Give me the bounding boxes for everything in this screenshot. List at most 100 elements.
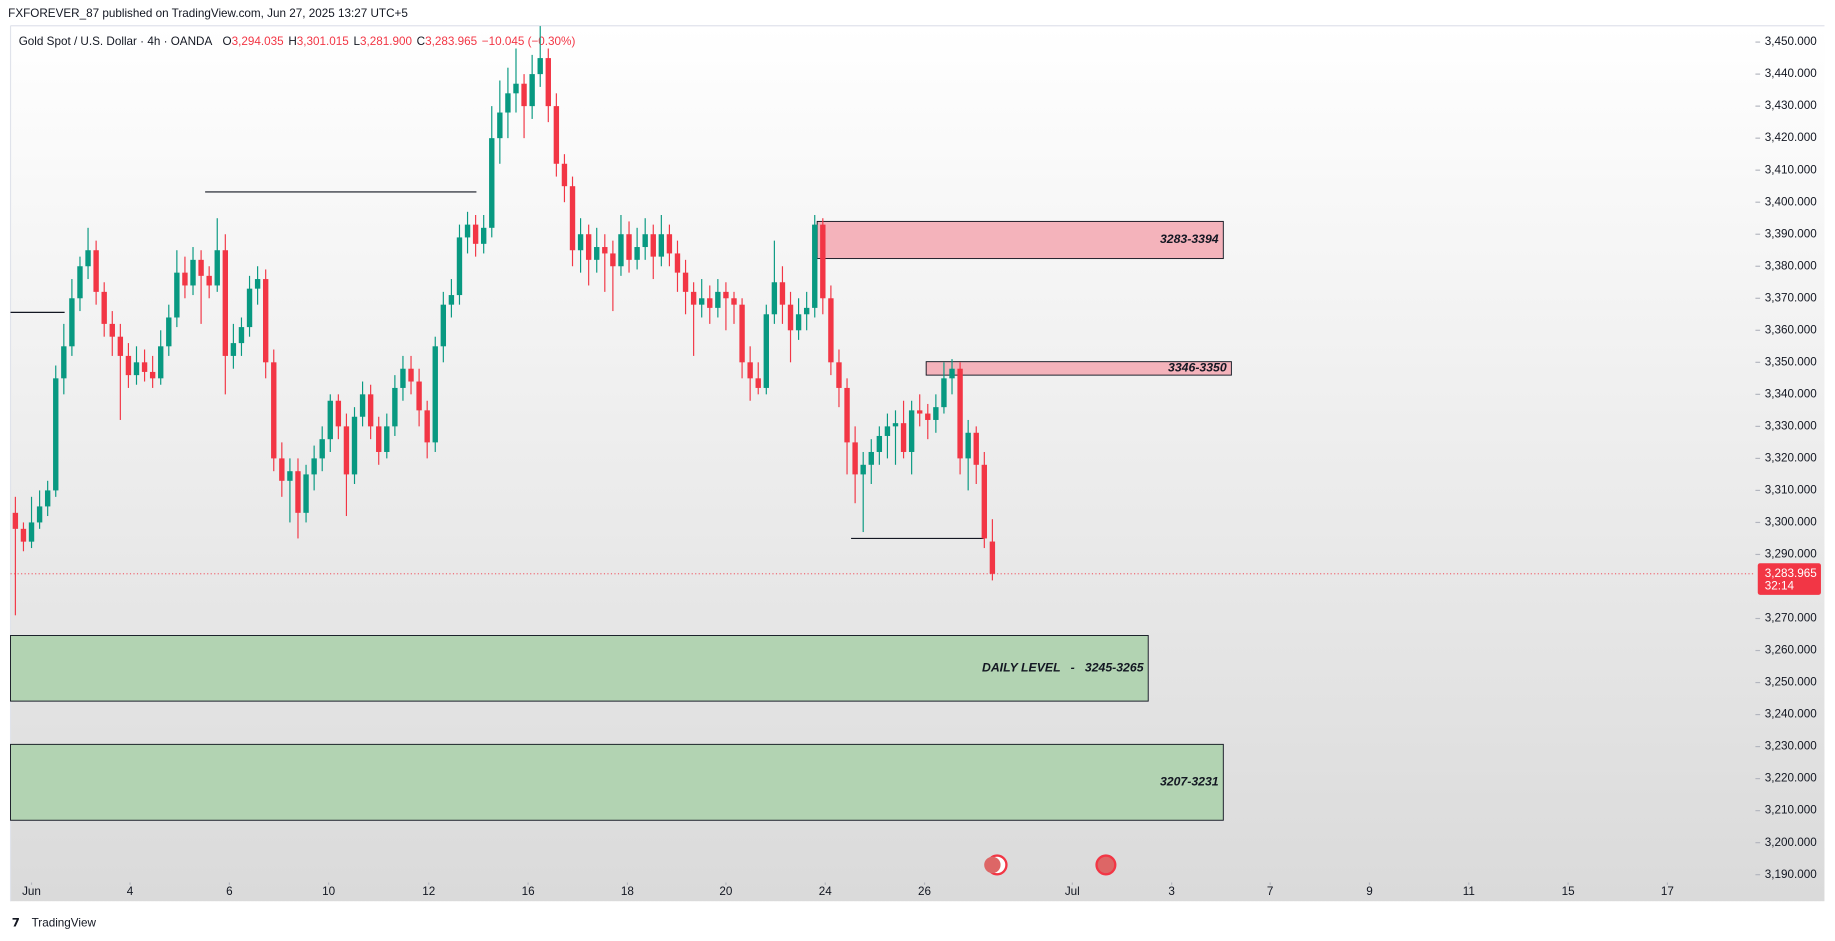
y-tick-label: 3,380.000 <box>1765 259 1817 272</box>
candle-body <box>505 93 511 113</box>
candle-body <box>416 381 422 411</box>
candle-body <box>513 83 519 94</box>
candle-body <box>408 368 414 382</box>
candle-body <box>812 224 818 308</box>
candle-body <box>77 266 83 299</box>
y-tick-label: 3,360.000 <box>1765 323 1817 336</box>
candle-body <box>109 323 115 337</box>
candle-body <box>820 224 826 299</box>
candle-body <box>303 474 309 513</box>
candle-body <box>561 163 568 187</box>
candle-body <box>973 432 979 465</box>
candle-body <box>85 250 91 267</box>
candle-body <box>933 407 939 420</box>
candle-body <box>158 346 164 379</box>
candle-body <box>61 346 67 379</box>
candle-body <box>376 426 382 452</box>
candle-body <box>707 298 713 308</box>
candle-body <box>699 298 705 305</box>
candle-body <box>763 314 769 388</box>
candle-body <box>149 371 156 379</box>
candle-body <box>884 426 891 436</box>
x-tick-label: 24 <box>819 885 832 898</box>
zone-label: 3283-3394 <box>1160 232 1219 246</box>
footer: TradingView <box>32 917 97 930</box>
candle-body <box>117 336 124 356</box>
candle-body <box>949 368 955 379</box>
candle-body <box>327 400 333 440</box>
last-price-tag <box>1757 563 1821 595</box>
candle-body <box>392 387 398 427</box>
y-tick-label: 3,340.000 <box>1765 387 1817 400</box>
candle-body <box>747 362 753 379</box>
candle-body <box>93 250 99 292</box>
candle-body <box>521 83 527 107</box>
y-tick-label: 3,270.000 <box>1765 612 1817 625</box>
candle-body <box>553 106 560 164</box>
candle-body <box>755 378 761 388</box>
zone-label: 3207-3231 <box>1160 775 1219 789</box>
candle-body <box>343 426 350 475</box>
x-tick-label: 12 <box>422 885 435 898</box>
candle-body <box>618 234 624 267</box>
candle-body <box>925 413 931 420</box>
candle-body <box>634 247 640 260</box>
candle-body <box>529 74 535 107</box>
x-tick-label: Jun <box>22 885 41 898</box>
candle-body <box>626 234 632 260</box>
candle-body <box>254 279 261 289</box>
candle-body <box>917 410 923 414</box>
x-tick-label: 4 <box>127 885 134 898</box>
candle-body <box>577 234 584 251</box>
x-tick-label: 11 <box>1463 885 1475 898</box>
y-tick-label: 3,420.000 <box>1765 131 1817 144</box>
x-tick-label: 15 <box>1562 885 1575 898</box>
candle-body <box>206 275 212 286</box>
candle-body <box>262 279 269 363</box>
candle-body <box>319 439 325 459</box>
candle-body <box>715 291 721 308</box>
candle-body <box>222 250 229 356</box>
legend-key: L <box>353 35 360 48</box>
y-tick-label: 3,250.000 <box>1765 676 1817 689</box>
candle-body <box>795 314 802 331</box>
candle-body <box>53 378 59 491</box>
candle-body <box>908 410 915 452</box>
candle-body <box>602 247 608 254</box>
publisher: FXFOREVER_87 published on TradingView.co… <box>8 7 408 20</box>
x-tick-label: 6 <box>226 885 233 898</box>
legend-value: 3,294.035 <box>232 35 284 48</box>
x-tick-label: Jul <box>1065 885 1080 898</box>
candle-body <box>787 304 794 331</box>
candle-body <box>965 432 971 459</box>
y-tick-label: 3,430.000 <box>1765 99 1817 112</box>
candle-body <box>828 298 834 363</box>
candle-body <box>836 362 842 388</box>
candle-body <box>12 512 19 529</box>
candle-body <box>101 291 107 324</box>
candle-body <box>537 58 543 75</box>
y-tick-label: 3,390.000 <box>1765 227 1817 240</box>
candle-body <box>432 346 438 443</box>
candle-body <box>803 307 810 315</box>
y-tick-label: 3,450.000 <box>1765 35 1817 48</box>
symbol: Gold Spot / U.S. Dollar · 4h · OANDA <box>19 35 213 48</box>
y-tick-label: 3,190.000 <box>1765 868 1817 881</box>
candle-body <box>690 291 697 305</box>
candle-body <box>739 304 745 363</box>
candle-body <box>400 368 406 388</box>
y-tick-label: 3,410.000 <box>1765 163 1817 176</box>
candle-body <box>448 295 455 305</box>
y-tick-label: 3,320.000 <box>1765 451 1817 464</box>
candle-body <box>545 58 551 107</box>
plot: 3283-3394 3346-3350 DAILY LEVEL - 3245-326… <box>10 26 1821 898</box>
candle-body <box>957 368 963 459</box>
zone <box>816 220 1224 260</box>
candle-body <box>610 253 616 267</box>
candle-body <box>497 112 503 139</box>
x-tick-label: 3 <box>1168 885 1175 898</box>
candle-body <box>238 327 245 344</box>
countdown-label: 32:14 <box>1765 580 1795 593</box>
